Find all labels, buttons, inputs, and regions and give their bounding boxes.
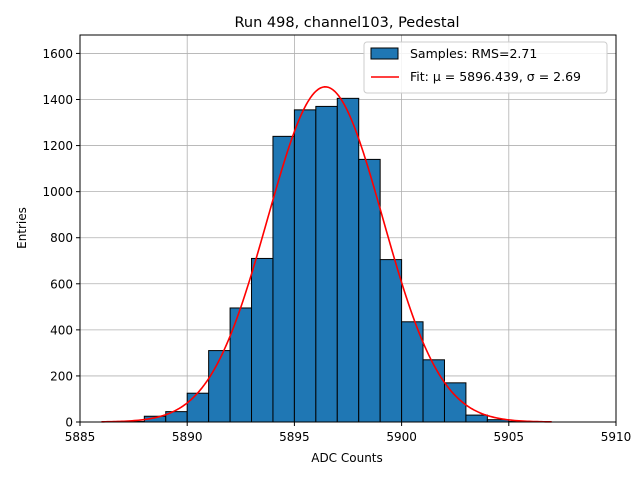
y-tick-label: 200 xyxy=(50,369,73,383)
y-tick-label: 400 xyxy=(50,323,73,337)
y-axis-label: Entries xyxy=(15,207,29,249)
plot-frame xyxy=(79,34,617,423)
y-axis-ticks: 0 200 400 600 800 1000 1200 1400 1600 xyxy=(42,47,80,430)
histogram-bar xyxy=(379,259,403,423)
histogram-bar xyxy=(315,105,338,423)
x-tick-label: 5885 xyxy=(65,430,96,444)
x-axis-ticks: 5885 5890 5895 5900 5905 5910 xyxy=(65,422,632,444)
legend-label-samples: Samples: RMS=2.71 xyxy=(410,46,537,61)
y-tick-label: 1000 xyxy=(42,185,73,199)
fit-curve xyxy=(101,86,552,423)
x-tick-label: 5910 xyxy=(601,430,632,444)
histogram-bar xyxy=(336,97,360,423)
x-tick-label: 5905 xyxy=(494,430,525,444)
legend-box xyxy=(363,41,608,94)
x-axis-label: ADC Counts xyxy=(311,451,383,465)
histogram-bar xyxy=(251,257,274,423)
legend: Samples: RMS=2.71 Fit: μ = 5896.439, σ =… xyxy=(363,41,608,94)
x-tick-label: 5900 xyxy=(386,430,417,444)
legend-label-fit: Fit: μ = 5896.439, σ = 2.69 xyxy=(410,69,581,84)
y-tick-label: 800 xyxy=(50,231,73,245)
y-tick-label: 1600 xyxy=(42,47,73,61)
histogram-bar xyxy=(422,359,445,423)
histogram-bar xyxy=(186,392,210,423)
x-tick-label: 5890 xyxy=(172,430,203,444)
y-tick-label: 1400 xyxy=(42,93,73,107)
histogram-bar xyxy=(272,135,295,423)
x-tick-label: 5895 xyxy=(279,430,310,444)
histogram-bar xyxy=(293,109,317,423)
y-tick-label: 1200 xyxy=(42,139,73,153)
y-tick-label: 600 xyxy=(50,277,73,291)
histogram-bar xyxy=(229,307,253,423)
chart-title: Run 498, channel103, Pedestal xyxy=(234,15,459,31)
y-tick-label: 0 xyxy=(65,416,73,430)
legend-swatch-samples xyxy=(370,47,399,60)
histogram-bar xyxy=(465,414,488,423)
histogram-bar xyxy=(401,321,424,423)
histogram-bars xyxy=(122,97,531,423)
